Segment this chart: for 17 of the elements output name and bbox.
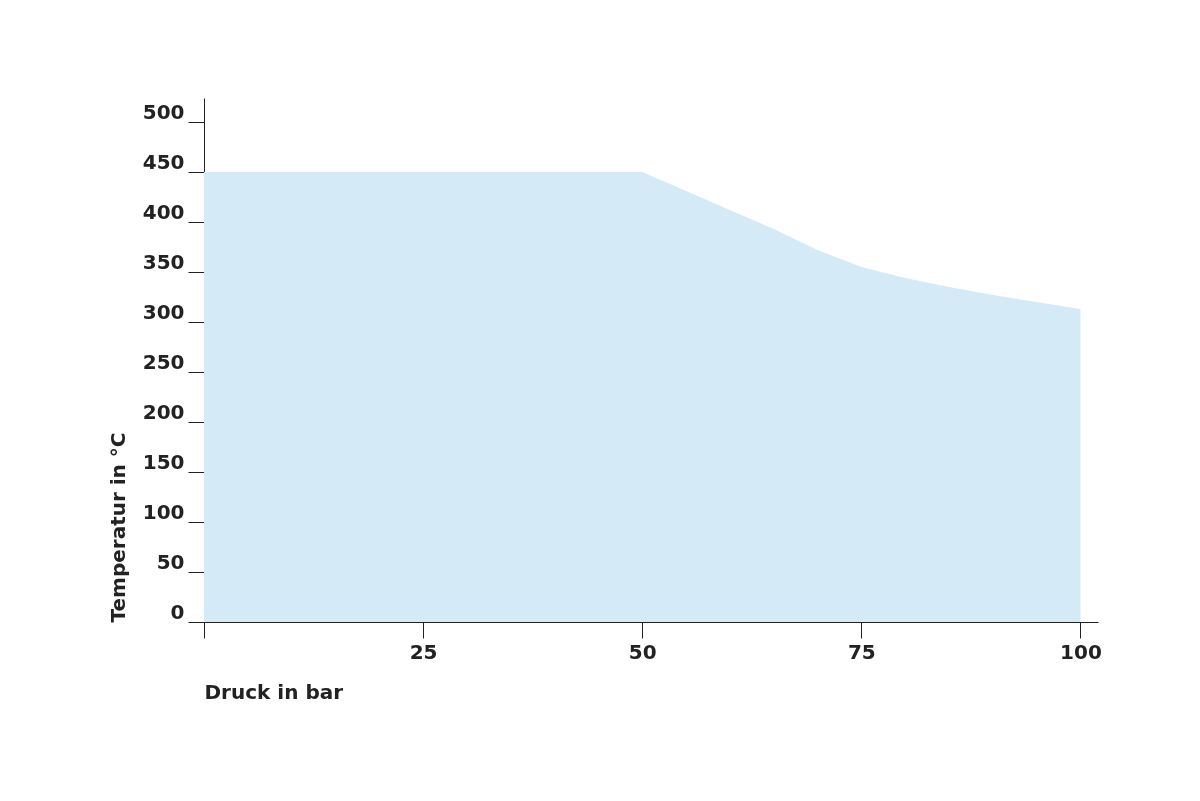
y-tick-label: 250 bbox=[142, 349, 185, 374]
y-axis-title: Temperatur in °C bbox=[105, 432, 130, 623]
y-tick-label: 50 bbox=[156, 549, 185, 574]
y-tick-label: 500 bbox=[142, 99, 185, 124]
x-tick-label: 25 bbox=[409, 639, 438, 664]
x-tick-label: 100 bbox=[1060, 639, 1102, 664]
y-tick-label: 400 bbox=[142, 199, 185, 224]
y-tick-label: 100 bbox=[142, 499, 185, 524]
y-tick-label: 0 bbox=[170, 599, 185, 624]
y-tick-label: 350 bbox=[142, 249, 185, 274]
y-tick-label: 450 bbox=[142, 149, 185, 174]
x-tick-label: 75 bbox=[847, 639, 876, 664]
x-tick-label: 50 bbox=[628, 639, 657, 664]
y-tick-label: 300 bbox=[142, 299, 185, 324]
x-axis-title: Druck in bar bbox=[204, 679, 344, 704]
y-tick-label: 200 bbox=[142, 399, 185, 424]
y-tick-label: 150 bbox=[142, 449, 185, 474]
